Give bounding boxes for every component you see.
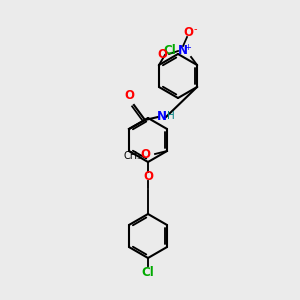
Text: O: O <box>183 26 193 38</box>
Text: O: O <box>140 148 150 161</box>
Text: Cl: Cl <box>142 266 154 278</box>
Text: H: H <box>167 111 175 121</box>
Text: -: - <box>193 24 197 34</box>
Text: CH₃: CH₃ <box>124 151 142 161</box>
Text: N: N <box>178 44 188 58</box>
Text: Cl: Cl <box>164 44 176 56</box>
Text: N: N <box>157 110 167 122</box>
Text: O: O <box>157 49 167 62</box>
Text: O: O <box>124 89 134 102</box>
Text: +: + <box>184 43 191 52</box>
Text: O: O <box>143 170 153 184</box>
